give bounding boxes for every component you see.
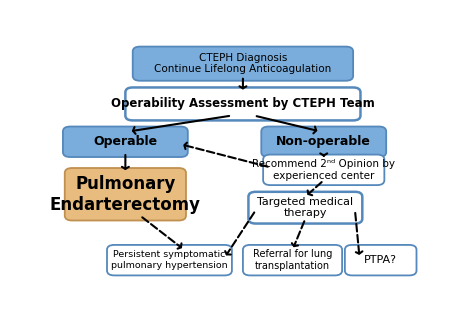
Text: Operability Assessment by CTEPH Team: Operability Assessment by CTEPH Team: [111, 97, 375, 110]
Text: Persistent symptomatic
pulmonary hypertension: Persistent symptomatic pulmonary hyperte…: [111, 250, 228, 270]
FancyBboxPatch shape: [263, 155, 384, 185]
FancyBboxPatch shape: [63, 126, 188, 157]
Text: Pulmonary
Endarterectomy: Pulmonary Endarterectomy: [50, 175, 201, 214]
Text: Recommend 2ⁿᵈ Opinion by
experienced center: Recommend 2ⁿᵈ Opinion by experienced cen…: [252, 159, 395, 181]
Text: Non-operable: Non-operable: [276, 135, 371, 148]
FancyBboxPatch shape: [345, 245, 417, 275]
FancyBboxPatch shape: [107, 245, 232, 275]
Text: CTEPH Diagnosis
Continue Lifelong Anticoagulation: CTEPH Diagnosis Continue Lifelong Antico…: [155, 53, 331, 74]
Text: Operable: Operable: [93, 135, 157, 148]
FancyBboxPatch shape: [261, 126, 386, 157]
Text: PTPA?: PTPA?: [364, 255, 397, 265]
FancyBboxPatch shape: [125, 87, 360, 120]
FancyBboxPatch shape: [65, 168, 186, 221]
Text: Targeted medical
therapy: Targeted medical therapy: [257, 197, 354, 218]
FancyBboxPatch shape: [248, 192, 362, 223]
FancyBboxPatch shape: [133, 47, 353, 81]
Text: Referral for lung
transplantation: Referral for lung transplantation: [253, 249, 332, 271]
FancyBboxPatch shape: [243, 245, 342, 275]
